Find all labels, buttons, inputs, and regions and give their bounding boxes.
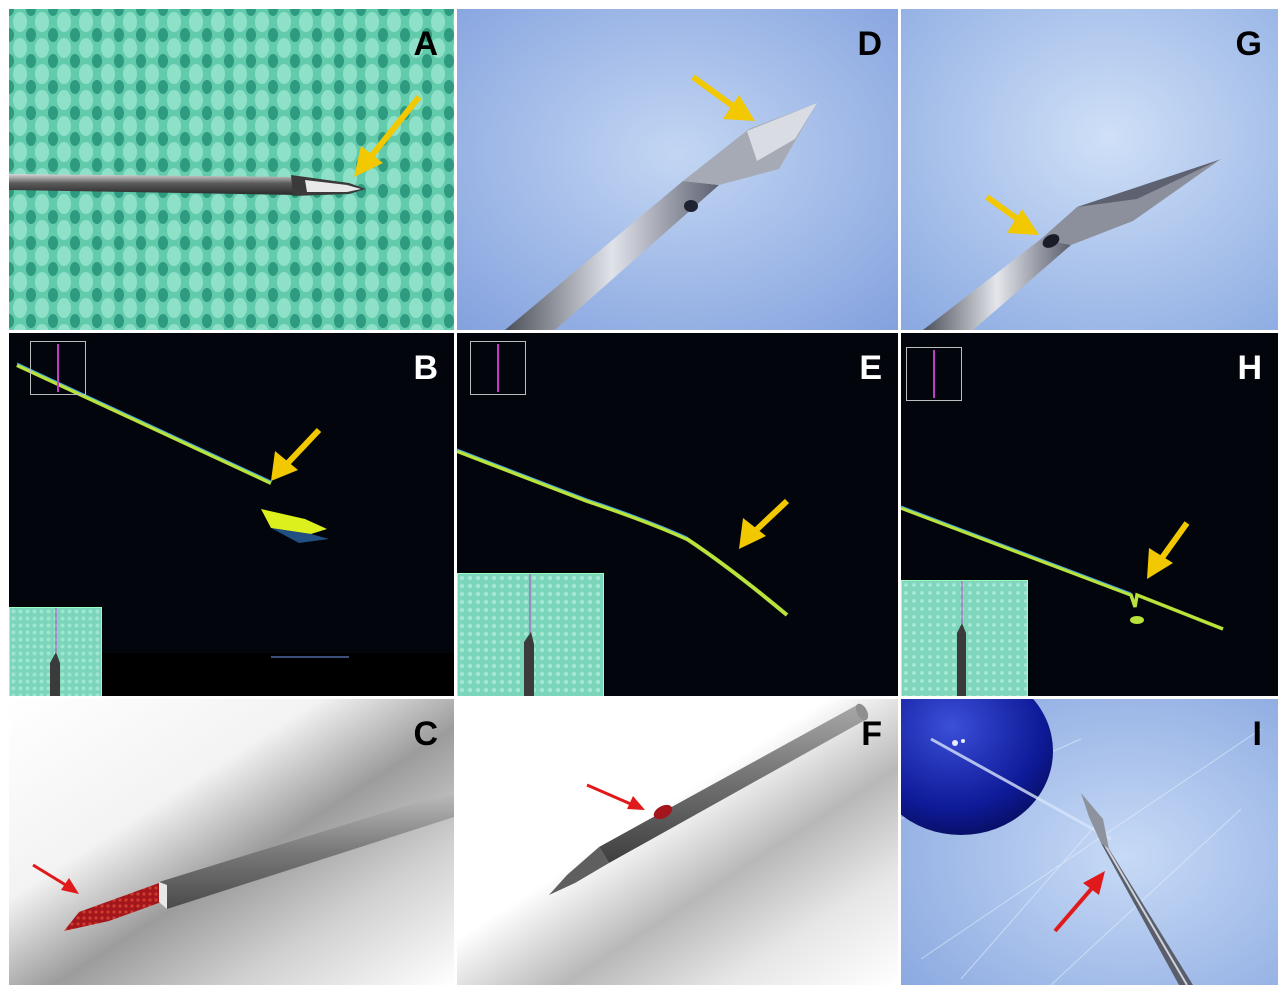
- inset-b: [9, 607, 102, 696]
- panel-c-render: [9, 699, 454, 985]
- arrow-red-c: [32, 863, 79, 894]
- roi-ray: [57, 344, 59, 392]
- panel-label-i: I: [1252, 715, 1262, 753]
- inset-photo-b: [10, 608, 101, 696]
- panel-label-d: D: [857, 25, 882, 63]
- panel-h: H: [901, 333, 1278, 696]
- side-port: [684, 200, 698, 212]
- panel-c: C: [9, 699, 454, 985]
- arrow-yellow-b: [271, 427, 322, 481]
- needle-bevel: [549, 847, 609, 895]
- inset-photo-h: [902, 581, 1027, 696]
- arrow-red-i: [1053, 871, 1105, 933]
- panel-f-render: [457, 699, 898, 985]
- arrow-yellow-g: [985, 194, 1039, 235]
- arrow-yellow-d: [691, 74, 755, 121]
- panel-g-photo: [901, 9, 1278, 330]
- blue-droplet: [901, 699, 1053, 835]
- needle-shaft: [9, 174, 299, 195]
- panel-label-e: E: [859, 349, 882, 387]
- needle-bevel: [1081, 793, 1109, 849]
- panel-e: E: [457, 333, 898, 696]
- needle-body: [159, 791, 454, 909]
- panel-i-photo: [901, 699, 1278, 985]
- needle-tip-reflection: [261, 509, 327, 534]
- arrow-red-f: [586, 783, 645, 810]
- inset-h: [901, 580, 1028, 696]
- inset-photo-e: [458, 574, 603, 696]
- roi-marker-b: [30, 341, 86, 395]
- panel-d: D: [457, 9, 898, 330]
- needle-reflection: [901, 506, 1224, 631]
- arrow-yellow-h: [1147, 521, 1190, 579]
- panel-label-a: A: [413, 25, 438, 63]
- side-port: [1042, 234, 1060, 248]
- panel-f: F: [457, 699, 898, 985]
- panel-label-b: B: [413, 349, 438, 387]
- needle-body: [599, 705, 867, 863]
- roi-marker-h: [906, 347, 962, 401]
- arrow-yellow-e: [739, 498, 790, 549]
- panel-d-photo: [457, 9, 898, 330]
- needle-bevel: [1041, 159, 1221, 245]
- panel-b: B: [9, 333, 454, 696]
- panel-label-f: F: [861, 715, 882, 753]
- panel-label-c: C: [413, 715, 438, 753]
- roi-ray: [497, 344, 499, 392]
- needle-shaft: [505, 181, 719, 330]
- inset-e: [457, 573, 604, 696]
- needle-reflection: [16, 363, 272, 485]
- panel-a-photo: [9, 9, 454, 330]
- tissue-in-port: [653, 804, 673, 820]
- roi-marker-e: [470, 341, 526, 395]
- panel-a: A: [9, 9, 454, 330]
- needle-reflection: [457, 449, 789, 617]
- panel-g: G: [901, 9, 1278, 330]
- tissue-plug: [64, 883, 167, 931]
- panel-label-g: G: [1235, 25, 1262, 63]
- arrow-yellow-a: [354, 95, 422, 177]
- panel-i: I: [901, 699, 1278, 985]
- roi-ray: [933, 350, 935, 398]
- needle-shaft: [923, 239, 1071, 330]
- panel-label-h: H: [1237, 349, 1262, 387]
